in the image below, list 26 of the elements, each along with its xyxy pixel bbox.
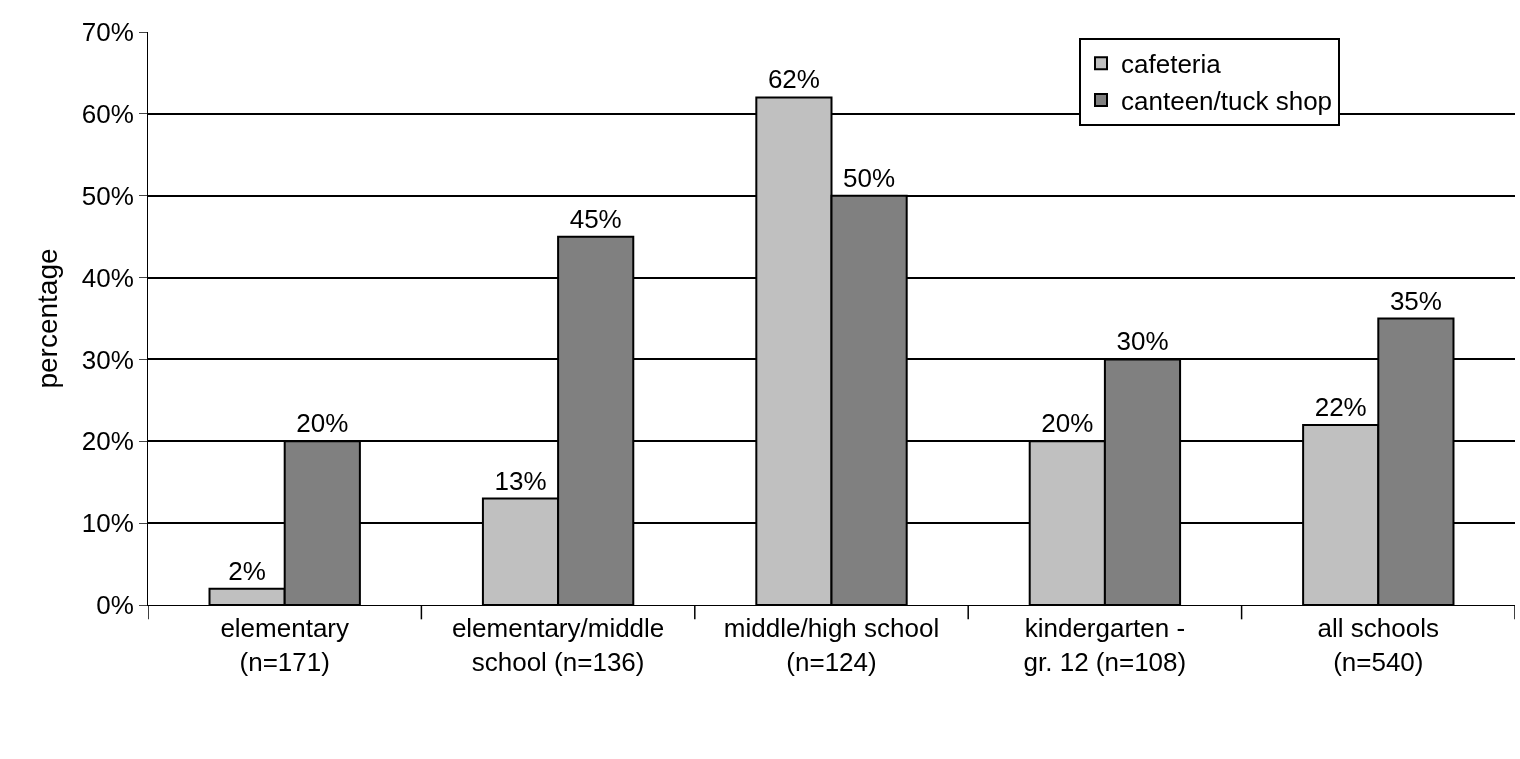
data-label: 30% <box>1116 326 1169 357</box>
data-label: 45% <box>569 203 622 234</box>
data-label: 20% <box>1041 408 1094 439</box>
data-label: 50% <box>843 162 896 193</box>
y-tick-label: 40% <box>81 262 134 293</box>
x-tick-label: kindergarten - gr. 12 (n=108) <box>1023 613 1187 677</box>
data-label: 35% <box>1389 285 1442 316</box>
legend-label: canteen/tuck shop <box>1121 86 1333 117</box>
y-tick-label: 0% <box>96 590 134 621</box>
x-tick-label: all schools (n=540) <box>1317 613 1439 677</box>
data-label: 13% <box>494 465 547 496</box>
legend-label: cafeteria <box>1121 49 1222 80</box>
y-tick-label: 10% <box>81 508 134 539</box>
y-tick-label: 30% <box>81 344 134 375</box>
data-label: 2% <box>228 555 266 586</box>
y-tick-label: 60% <box>81 98 134 129</box>
x-tick-label: middle/high school (n=124) <box>723 613 940 677</box>
y-tick-label: 20% <box>81 426 134 457</box>
x-tick-label: elementary (n=171) <box>220 613 350 677</box>
data-label: 20% <box>296 408 349 439</box>
x-tick-label: elementary/middle school (n=136) <box>451 613 665 677</box>
data-label: 22% <box>1314 391 1367 422</box>
y-tick-label: 70% <box>81 17 134 48</box>
data-label: 62% <box>767 64 820 95</box>
y-axis-title: percentage <box>32 248 64 389</box>
y-tick-label: 50% <box>81 180 134 211</box>
